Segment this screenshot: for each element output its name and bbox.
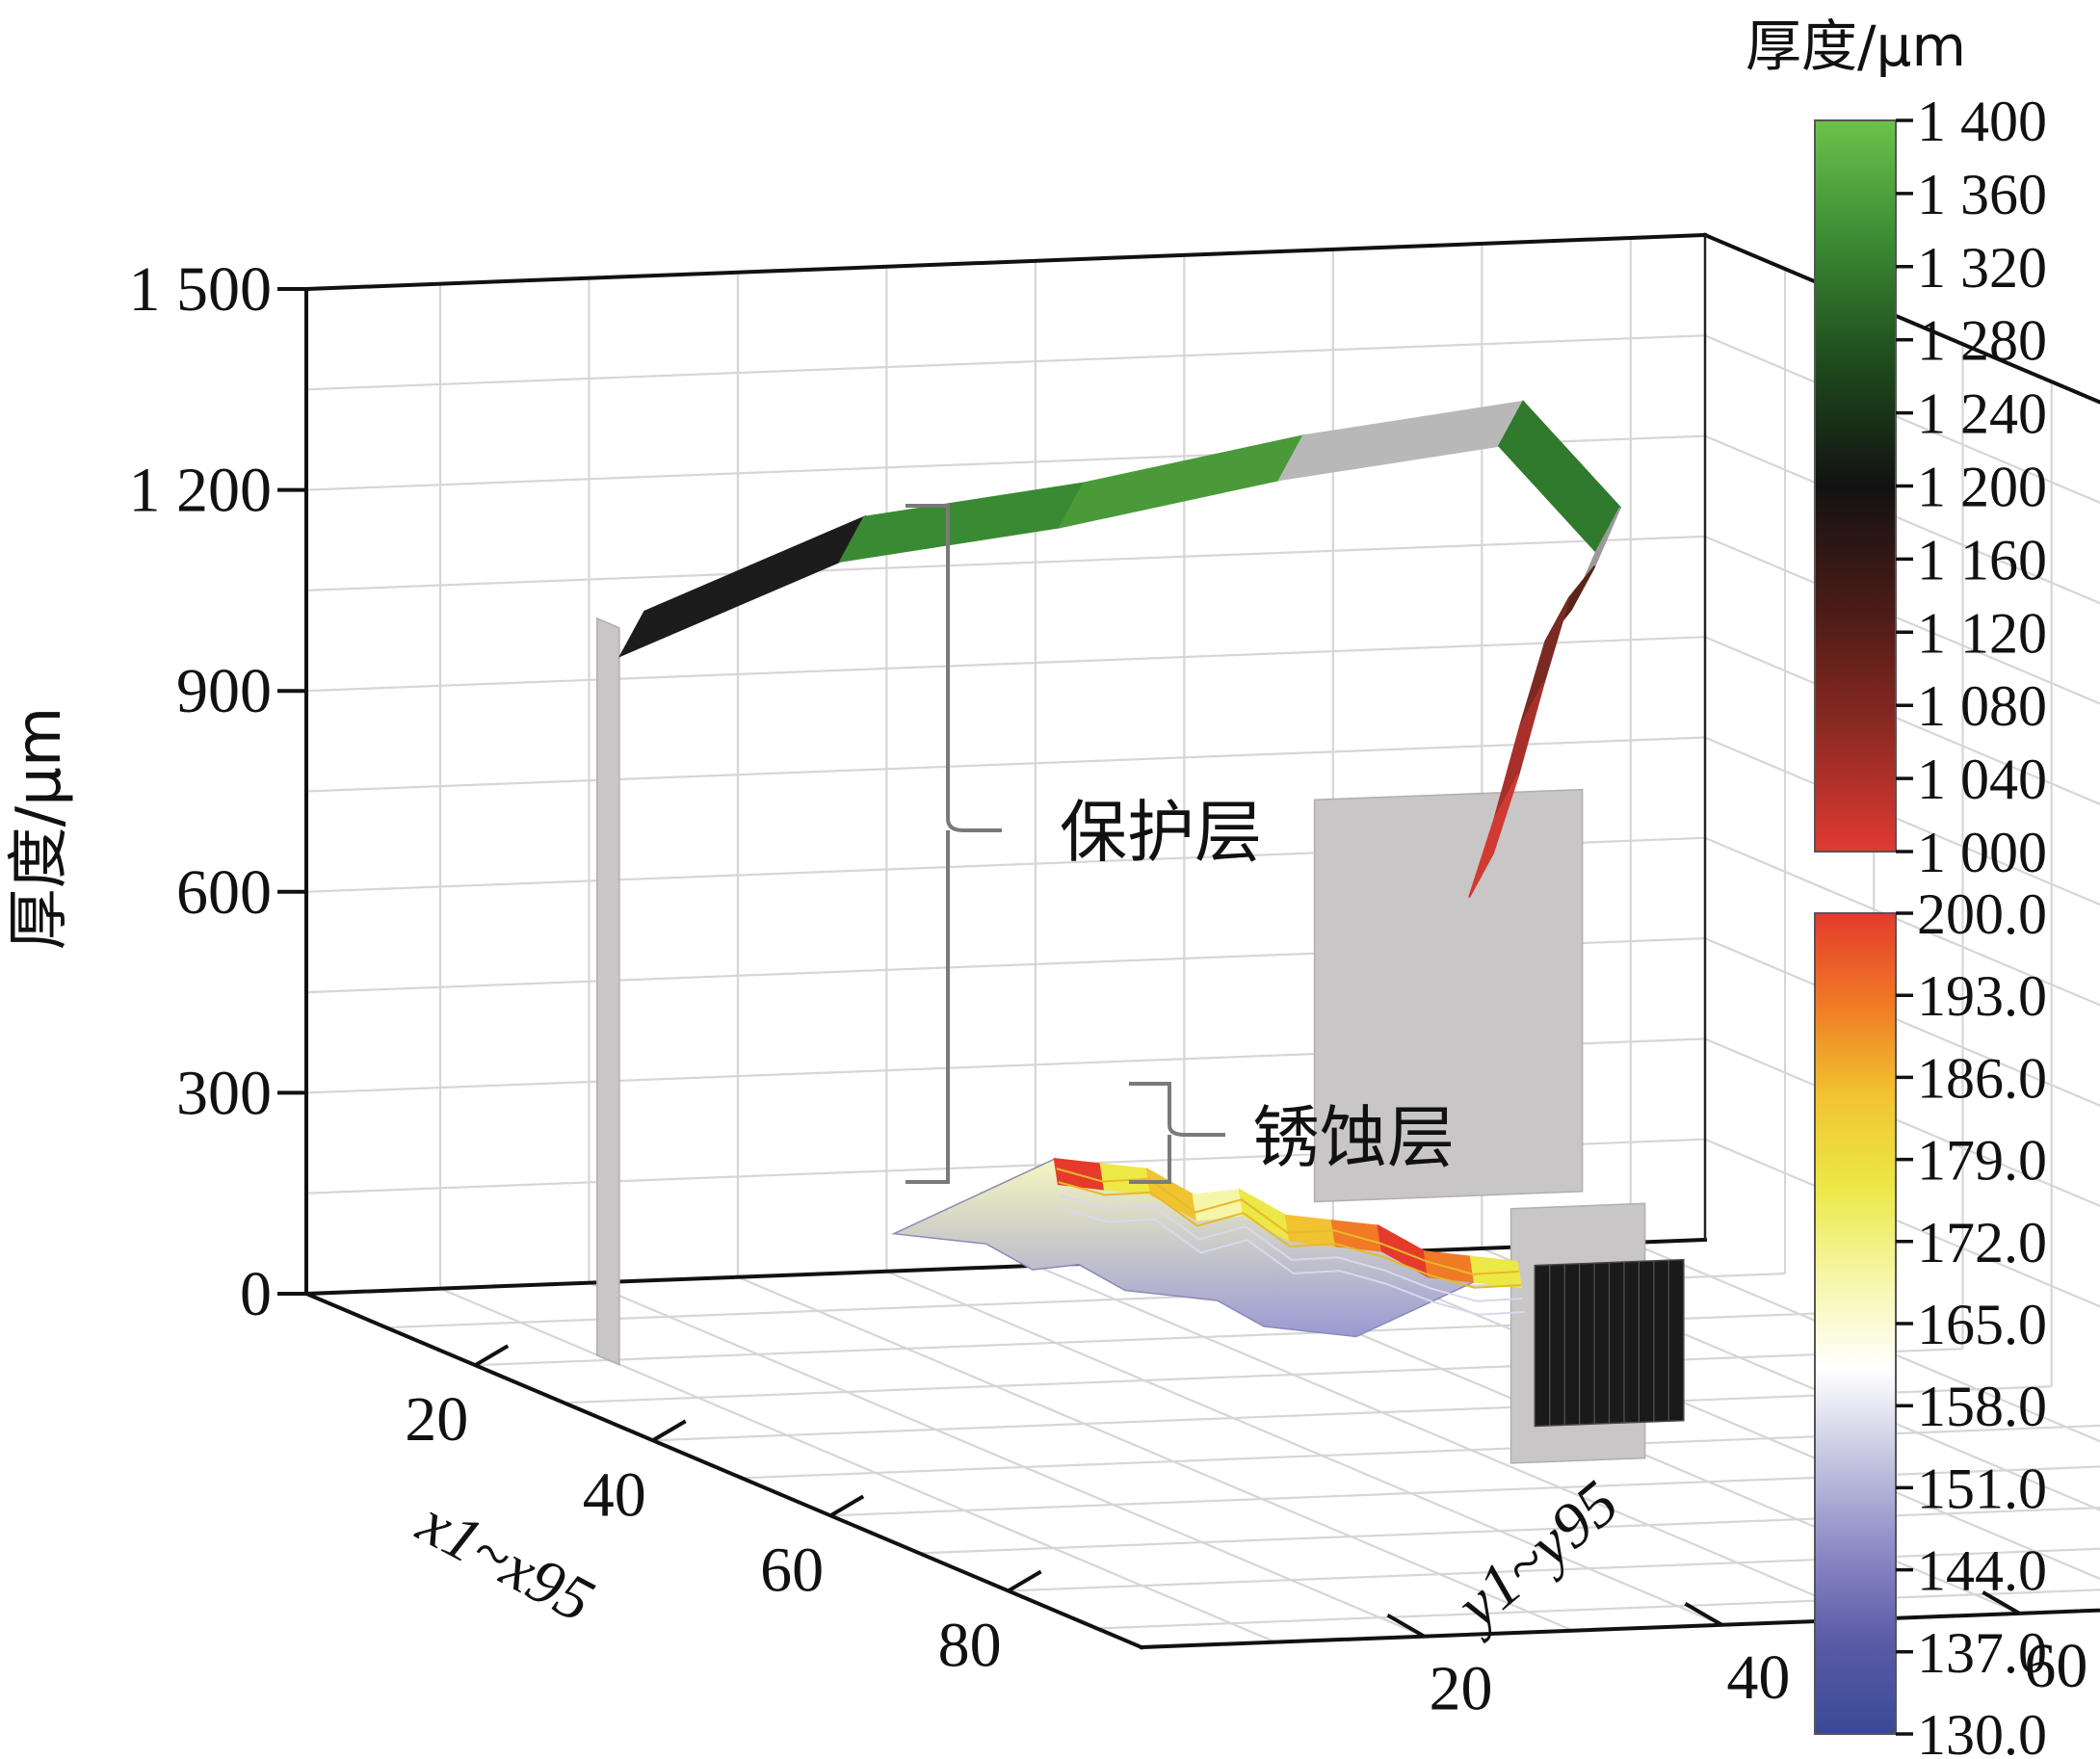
- x-axis-label: x1~x95: [407, 1486, 605, 1637]
- colorbar-tick-label: 1 320: [1917, 236, 2047, 300]
- y-tick-label: 60: [2024, 1631, 2087, 1701]
- layer-brackets: [906, 504, 1225, 1184]
- grid-line: [589, 1281, 1425, 1638]
- y-tick-label: 40: [1726, 1642, 1790, 1713]
- grid-line: [737, 1275, 1574, 1632]
- colorbar-tick-label: 1 080: [1917, 674, 2047, 738]
- z-tick-label: 300: [176, 1058, 272, 1128]
- protective-surface-patch: [1497, 400, 1622, 554]
- z-axis-label: 厚度/μm: [4, 707, 75, 951]
- x-tick: [651, 1419, 687, 1442]
- grid-line: [919, 1507, 2100, 1555]
- x-tick-label: 60: [760, 1535, 824, 1605]
- grid-line: [1035, 1264, 1872, 1620]
- colorbar-tick-label: 130.0: [1917, 1703, 2047, 1759]
- axis-edge: [303, 1237, 1708, 1297]
- x-tick: [829, 1494, 865, 1518]
- y-axis-label: y1~y95: [1439, 1467, 1632, 1644]
- protective-surface-patch: [1468, 774, 1520, 899]
- x-tick-label: 20: [405, 1384, 468, 1455]
- cb-upper-bar: [1814, 119, 1897, 853]
- grid-line: [439, 1287, 1276, 1643]
- grid-line: [305, 334, 1706, 391]
- colorbar-tick-label: 179.0: [1917, 1129, 2047, 1193]
- protective-wall-left: [596, 617, 620, 1366]
- colorbar-tick-label: 1 360: [1917, 163, 2047, 226]
- grid-line: [305, 736, 1706, 793]
- colorbar-tick-label: 137.0: [1917, 1621, 2047, 1685]
- grid-line: [305, 636, 1706, 693]
- x-tick: [474, 1344, 510, 1367]
- protective-surface-patch: [618, 514, 867, 658]
- rust-contour: [1058, 1181, 1521, 1289]
- y-tick: [1684, 1602, 1723, 1627]
- colorbar-tick-label: 165.0: [1917, 1293, 2047, 1356]
- grid-line: [305, 535, 1706, 591]
- protective-wall-right-upper: [1313, 788, 1584, 1203]
- colorbar-title: 厚度/μm: [1746, 13, 1966, 79]
- annotation-rust-layer: 锈蚀层: [1252, 1098, 1455, 1177]
- rust-contour: [1056, 1168, 1519, 1275]
- grid-line: [564, 1348, 1963, 1405]
- colorbar-lower: 200.0 193.0 186.0 179.0 172.0 165.0 158.0 151.0…: [1814, 882, 2047, 1759]
- grid-line: [830, 1465, 2100, 1517]
- cb-lower-bar: [1814, 912, 1897, 1735]
- colorbar-tick-label: 172.0: [1917, 1211, 2047, 1274]
- colorbar-tick-label: 144.0: [1917, 1539, 2047, 1603]
- colorbar-tick-label: 186.0: [1917, 1046, 2047, 1110]
- colorbar-tick-label: 1 000: [1917, 821, 2047, 884]
- grid-line: [1704, 836, 2100, 1007]
- z-tick-label: 900: [176, 656, 272, 726]
- z-tick-label: 1 200: [129, 456, 273, 526]
- rust-contour: [1060, 1195, 1523, 1302]
- z-tick-label: 0: [240, 1259, 272, 1329]
- colorbar-tick-label: 1 240: [1917, 382, 2047, 446]
- colorbar-tick-label: 193.0: [1917, 964, 2047, 1028]
- grid-line: [1630, 1241, 2100, 1443]
- y-tick: [1386, 1613, 1426, 1639]
- protective-surface-patch: [838, 482, 1086, 563]
- y-tick: [1982, 1590, 2021, 1615]
- grid-line: [1008, 1547, 2100, 1592]
- annotation-protective-layer: 保护层: [1060, 793, 1262, 872]
- grid-line: [885, 1270, 1722, 1626]
- colorbar-tick-label: 200.0: [1917, 882, 2047, 946]
- bracket-protective: [906, 504, 1002, 1184]
- colorbar-tick-label: 1 040: [1917, 748, 2047, 811]
- colorbar-tick-label: 1 200: [1917, 456, 2047, 519]
- colorbar-tick-label: 1 120: [1917, 601, 2047, 665]
- y-tick-label: 20: [1429, 1654, 1492, 1724]
- bracket-rust: [1129, 1082, 1225, 1184]
- z-tick-label: 1 500: [129, 254, 273, 325]
- surfaces: [596, 400, 1685, 1464]
- colorbar-tick-label: 1 160: [1917, 528, 2047, 591]
- colorbar-tick-label: 151.0: [1917, 1457, 2047, 1520]
- grid-line: [741, 1424, 2100, 1480]
- colorbar-tick-label: 158.0: [1917, 1375, 2047, 1438]
- protective-surface-patch: [1518, 596, 1571, 728]
- grid-line: [1096, 1588, 2100, 1630]
- axis-edge: [303, 232, 1708, 292]
- rust-contour: [1062, 1208, 1525, 1316]
- x-tick-label: 80: [938, 1610, 1002, 1680]
- x-tick-label: 40: [583, 1459, 646, 1530]
- axis-edge: [303, 1291, 1144, 1650]
- protective-surface-patch: [1058, 433, 1306, 529]
- colorbar-tick-label: 1 400: [1917, 90, 2047, 153]
- z-axis-ticks: 0 300 600 900 1 200 1 500: [129, 254, 306, 1329]
- z-tick-label: 600: [176, 857, 272, 928]
- protective-surface-patch: [1277, 400, 1525, 482]
- colorbar-upper: 1 400 1 360 1 320 1 280 1 240 1 200 1 160 1 120…: [1814, 90, 2047, 884]
- x-axis-ticks: 20 40 60 80: [405, 1344, 1042, 1680]
- colorbar-tick-label: 1 280: [1917, 309, 2047, 373]
- x-tick: [1007, 1569, 1042, 1593]
